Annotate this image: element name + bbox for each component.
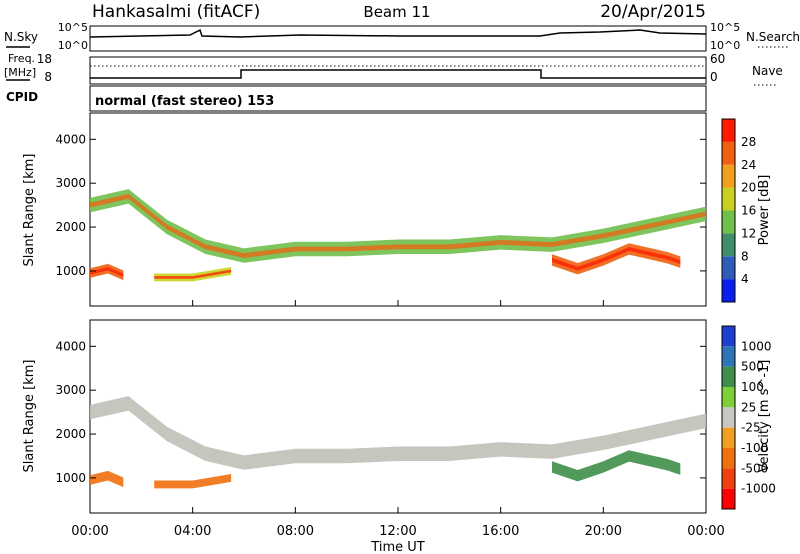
cpid-label: CPID (6, 90, 38, 104)
vel-echo-band-1 (90, 470, 124, 488)
power-colorbar-tick: 28 (741, 135, 756, 149)
velocity-xtick-label: 04:00 (174, 524, 211, 539)
date-title: 20/Apr/2015 (600, 2, 706, 22)
velocity-colorbar-swatch (722, 366, 735, 387)
velocity-colorbar-tick: -1000 (741, 482, 776, 496)
power-colorbar-swatch (722, 233, 735, 257)
velocity-colorbar-tick: 25 (741, 400, 756, 414)
velocity-y-ticks: 1000 2000 3000 4000 (55, 339, 706, 485)
power-echo-core-3 (552, 247, 681, 271)
velocity-colorbar-swatch (722, 448, 735, 469)
power-colorbar: 4 8 12 16 20 24 28 (721, 118, 756, 303)
vel-ytick-label: 3000 (55, 383, 86, 397)
nave-bottom-tick: 0 (710, 70, 718, 84)
velocity-colorbar-swatch (722, 468, 735, 489)
velocity-xtick-label: 12:00 (379, 524, 416, 539)
power-colorbar-tick: 4 (741, 272, 749, 286)
velocity-colorbar-tick: 1000 (741, 339, 772, 353)
vel-echo-band-2 (154, 473, 232, 489)
power-echo-core-1 (90, 267, 124, 277)
nave-label: Nave (752, 64, 783, 78)
velocity-heatmap (90, 396, 706, 489)
velocity-colorbar-swatch (722, 427, 735, 448)
velocity-xlabel: Time UT (370, 540, 424, 554)
vel-ytick-label: 1000 (55, 471, 86, 485)
velocity-colorbar-swatch (722, 326, 735, 347)
velocity-colorbar-tick: -500 (741, 461, 768, 475)
vel-ytick-label: 4000 (55, 339, 86, 353)
power-ytick-label: 1000 (55, 264, 86, 278)
velocity-ylabel: Slant Range [km] (22, 360, 37, 473)
power-heatmap (90, 189, 706, 282)
velocity-colorbar-tick: -25 (741, 421, 761, 435)
velocity-xtick-label: 20:00 (585, 524, 622, 539)
vel-ytick-label: 2000 (55, 427, 86, 441)
power-colorbar-label: Power [dB] (757, 175, 772, 246)
power-colorbar-swatch (722, 210, 735, 234)
power-colorbar-tick: 8 (741, 249, 749, 263)
power-ytick-label: 2000 (55, 220, 86, 234)
power-colorbar-swatch (722, 119, 735, 142)
velocity-colorbar-tick: -100 (741, 441, 768, 455)
velocity-colorbar-swatch (722, 488, 735, 509)
power-colorbar-tick: 24 (741, 158, 756, 172)
power-colorbar-swatch (722, 164, 735, 188)
freq-unit-label: [MHz] (4, 66, 36, 79)
beam-title: Beam 11 (363, 3, 430, 21)
freq-bottom-tick: 8 (44, 70, 52, 84)
nsearch-top-tick: 10^5 (710, 21, 740, 34)
freq-top-tick: 18 (37, 52, 52, 66)
freq-strip (89, 56, 707, 85)
velocity-colorbar-frame (721, 325, 736, 510)
velocity-xtick-label: 16:00 (482, 524, 519, 539)
power-echo-band-1 (90, 263, 124, 281)
nsearch-label: N.Search (746, 30, 800, 44)
velocity-colorbar-label: Velocity [m s^-1] (757, 360, 772, 473)
velocity-colorbar-swatch (722, 387, 735, 408)
power-colorbar-swatch (722, 187, 735, 211)
cpid-value: normal (fast stereo) 153 (95, 94, 274, 109)
power-colorbar-tick: 20 (741, 181, 756, 195)
velocity-xtick-label: 08:00 (277, 524, 314, 539)
freq-trace (90, 69, 706, 79)
velocity-colorbar-tick: 500 (741, 360, 764, 374)
nave-top-tick: 60 (710, 52, 725, 66)
velocity-xtick-label: 00:00 (687, 524, 724, 539)
vel-echo-band-0 (90, 396, 706, 470)
power-y-ticks: 1000 2000 3000 4000 (55, 132, 706, 278)
power-echo-core-0 (90, 193, 706, 258)
velocity-xtick-label: 00:00 (71, 524, 108, 539)
nsky-bottom-tick: 10^0 (58, 39, 88, 52)
freq-label: Freq. (8, 52, 35, 65)
power-panel: 1000 2000 3000 4000 Slant Range [km] 4 8 12 16… (22, 112, 772, 307)
velocity-panel: 1000 2000 3000 4000 00:00 04:00 08:00 12:00 16:… (22, 300, 776, 554)
nsky-strip (89, 25, 707, 52)
velocity-colorbar-swatch (722, 346, 735, 367)
nsky-label: N.Sky (4, 30, 38, 44)
vel-echo-band-3 (552, 450, 681, 482)
power-ytick-label: 4000 (55, 132, 86, 146)
power-echo-core-2 (154, 269, 232, 279)
power-ytick-label: 3000 (55, 176, 86, 190)
power-colorbar-frame (721, 118, 736, 303)
power-ylabel: Slant Range [km] (22, 154, 37, 267)
power-colorbar-swatch (722, 141, 735, 165)
nsky-top-tick: 10^5 (58, 21, 88, 34)
nsearch-bottom-tick: 10^0 (710, 39, 740, 52)
velocity-colorbar-tick: 100 (741, 380, 764, 394)
nsky-trace (89, 28, 707, 38)
power-colorbar-swatch (722, 256, 735, 280)
velocity-colorbar: 1000 500 100 25 -25 -100 -500 -1000 (721, 325, 776, 510)
power-colorbar-tick: 16 (741, 204, 756, 218)
velocity-colorbar-swatch (722, 407, 735, 428)
velocity-x-ticks: 00:00 04:00 08:00 12:00 16:00 20:00 00:00 (71, 300, 725, 539)
power-colorbar-swatch (722, 279, 735, 302)
cpid-strip (89, 85, 707, 112)
power-colorbar-tick: 12 (741, 226, 756, 240)
station-title: Hankasalmi (fitACF) (92, 2, 260, 22)
